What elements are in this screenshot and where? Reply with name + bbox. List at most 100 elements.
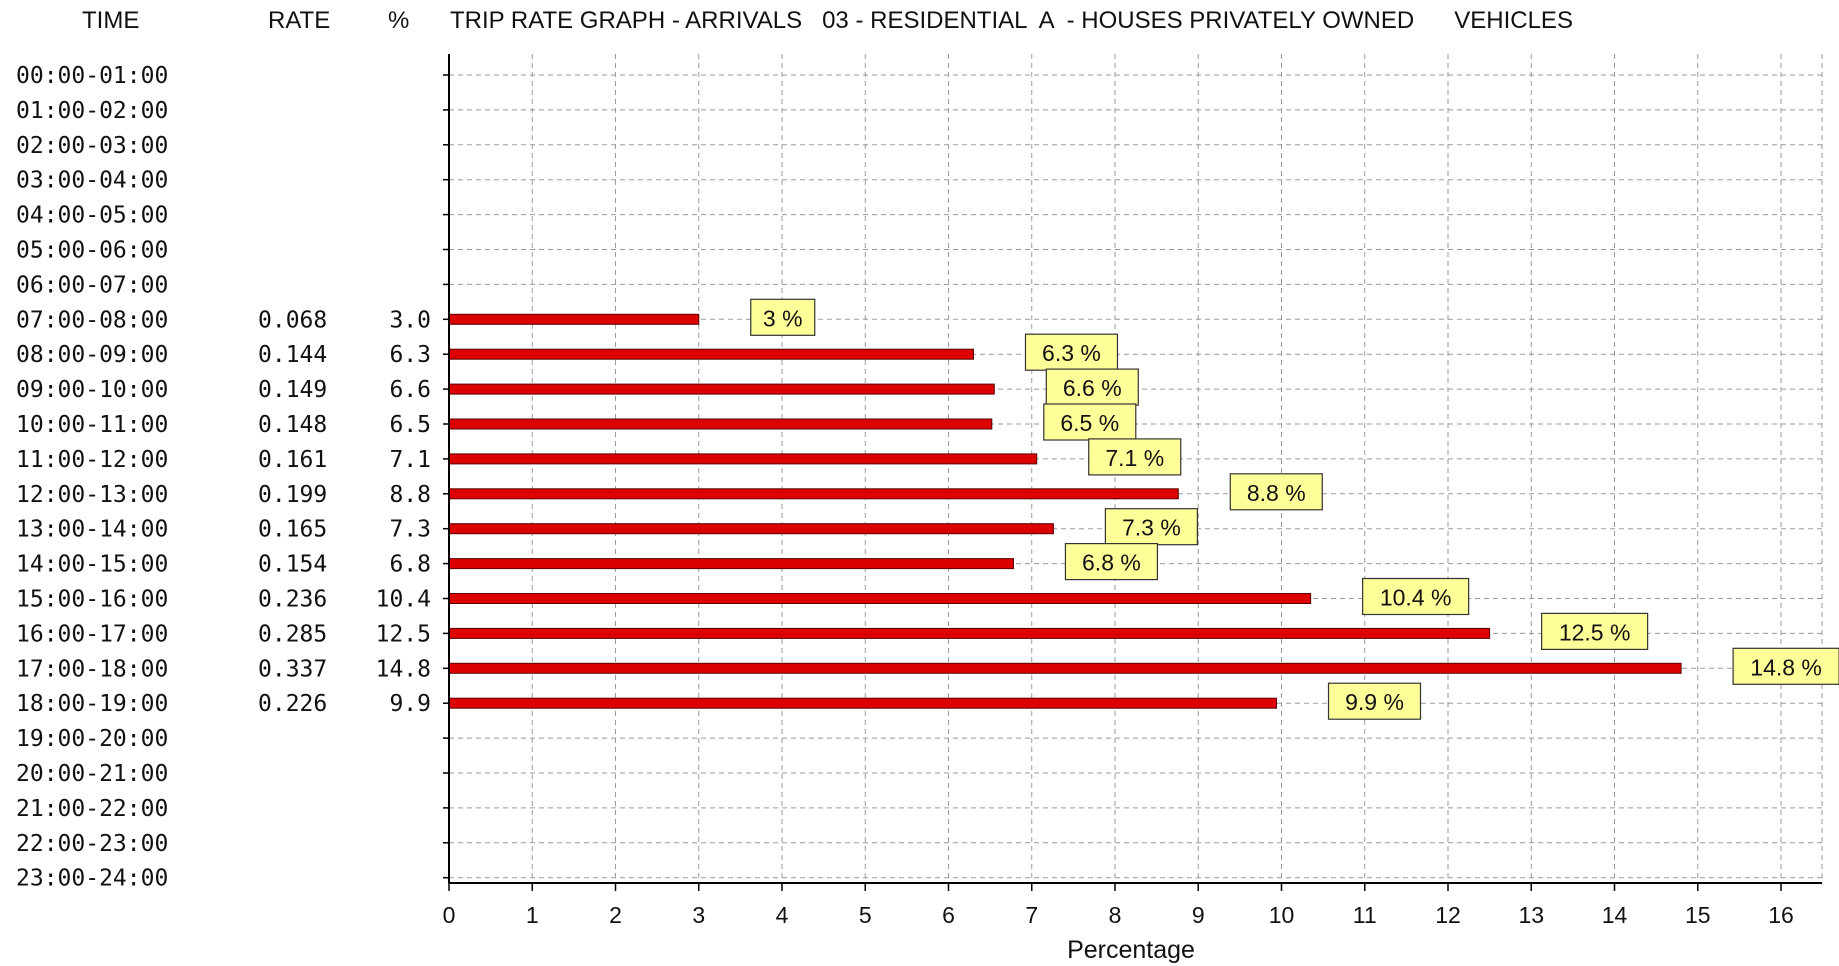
time-label: 05:00-06:00 bbox=[16, 238, 168, 264]
x-tick-label: 8 bbox=[1109, 902, 1122, 928]
rate-value: 0.068 bbox=[258, 307, 327, 333]
bar bbox=[448, 313, 700, 325]
bar bbox=[448, 383, 995, 395]
percent-value: 14.8 bbox=[376, 656, 431, 682]
rate-value: 0.199 bbox=[258, 482, 327, 508]
bar bbox=[448, 453, 1038, 465]
rate-value: 0.165 bbox=[258, 517, 327, 543]
percent-value: 12.5 bbox=[376, 621, 431, 647]
x-tick-label: 4 bbox=[776, 902, 789, 928]
axes: 0 1 2 3 4 5 6 7 8 9 10 11 12 13 14 15 16 bbox=[443, 54, 1822, 928]
percent-value: 9.9 bbox=[389, 691, 431, 717]
x-tick-label: 7 bbox=[1025, 902, 1038, 928]
x-tick-label: 0 bbox=[443, 902, 456, 928]
time-label: 07:00-08:00 bbox=[16, 307, 168, 333]
x-tick-label: 11 bbox=[1353, 902, 1377, 928]
data-label-box bbox=[1327, 682, 1422, 720]
x-tick-label: 3 bbox=[692, 902, 705, 928]
time-label: 13:00-14:00 bbox=[16, 517, 168, 543]
time-label: 01:00-02:00 bbox=[16, 98, 168, 124]
data-label: 8.8 % bbox=[1247, 480, 1306, 506]
time-label: 10:00-11:00 bbox=[16, 412, 168, 438]
bar bbox=[448, 558, 1014, 570]
data-label: 7.1 % bbox=[1105, 445, 1164, 471]
rate-value: 0.285 bbox=[258, 621, 327, 647]
time-label: 16:00-17:00 bbox=[16, 621, 168, 647]
percent-value: 7.3 bbox=[389, 517, 431, 543]
time-label: 08:00-09:00 bbox=[16, 342, 168, 368]
bar bbox=[448, 697, 1278, 709]
x-tick-label: 14 bbox=[1602, 902, 1628, 928]
data-label-box bbox=[1088, 438, 1182, 476]
data-label-box bbox=[1064, 542, 1159, 581]
time-label: 04:00-05:00 bbox=[16, 203, 168, 229]
percent-value: 8.8 bbox=[389, 482, 431, 508]
time-label: 19:00-20:00 bbox=[16, 726, 168, 752]
data-label-box bbox=[1043, 403, 1137, 441]
data-label: 6.6 % bbox=[1063, 375, 1122, 401]
x-tick-label: 6 bbox=[942, 902, 955, 928]
x-tick-label: 10 bbox=[1269, 902, 1295, 928]
percent-column-header: % bbox=[388, 7, 409, 34]
bar bbox=[448, 593, 1312, 604]
x-tick-label: 12 bbox=[1435, 902, 1461, 928]
data-labels: 3 % 6.3 % 6.6 % 6.5 % 7.1 % 8.8 % 7.3 % 6.8 % 10… bbox=[750, 298, 1839, 720]
time-label: 22:00-23:00 bbox=[16, 831, 168, 857]
chart-title: TRIP RATE GRAPH - ARRIVALS 03 - RESIDENT… bbox=[450, 7, 1573, 34]
percent-value: 10.4 bbox=[376, 587, 431, 613]
bar bbox=[448, 627, 1491, 639]
data-label-box bbox=[1229, 473, 1323, 511]
percent-value: 6.6 bbox=[389, 377, 431, 403]
time-label: 00:00-01:00 bbox=[16, 63, 168, 89]
bar bbox=[448, 348, 974, 360]
data-label: 12.5 % bbox=[1559, 619, 1631, 645]
x-tick-label: 5 bbox=[859, 902, 872, 928]
data-label: 9.9 % bbox=[1345, 689, 1404, 715]
data-label: 10.4 % bbox=[1380, 585, 1452, 611]
rate-value: 0.226 bbox=[258, 691, 327, 717]
time-label: 23:00-24:00 bbox=[16, 866, 168, 892]
percent-value: 6.3 bbox=[389, 342, 431, 368]
rate-value: 0.161 bbox=[258, 447, 327, 473]
x-tick-label: 9 bbox=[1192, 902, 1205, 928]
percent-value: 6.8 bbox=[389, 552, 431, 578]
data-label: 6.8 % bbox=[1082, 550, 1141, 576]
data-label-box bbox=[1541, 612, 1649, 651]
rate-value: 0.144 bbox=[258, 342, 327, 368]
row-labels: 00:00-01:00 01:00-02:00 02:00-03:00 03:00-0… bbox=[16, 63, 431, 892]
data-label-box bbox=[750, 298, 816, 336]
time-label: 15:00-16:00 bbox=[16, 587, 168, 613]
time-label: 06:00-07:00 bbox=[16, 272, 168, 298]
time-label: 12:00-13:00 bbox=[16, 482, 168, 508]
x-tick-label: 15 bbox=[1685, 902, 1711, 928]
data-label: 7.3 % bbox=[1122, 515, 1181, 541]
rate-value: 0.337 bbox=[258, 656, 327, 682]
percent-value: 3.0 bbox=[389, 307, 431, 333]
rate-column-header: RATE bbox=[268, 7, 330, 34]
time-label: 17:00-18:00 bbox=[16, 656, 168, 682]
rate-value: 0.149 bbox=[258, 377, 327, 403]
time-label: 21:00-22:00 bbox=[16, 796, 168, 822]
data-label-box bbox=[1045, 368, 1139, 406]
data-label-box bbox=[1024, 333, 1119, 371]
percent-value: 7.1 bbox=[389, 447, 431, 473]
data-label-box bbox=[1104, 508, 1198, 546]
bar bbox=[448, 662, 1682, 674]
time-column-header: TIME bbox=[82, 7, 139, 34]
x-tick-label: 1 bbox=[526, 902, 539, 928]
bar bbox=[448, 488, 1179, 500]
x-tick-label: 13 bbox=[1518, 902, 1544, 928]
data-label: 6.3 % bbox=[1042, 340, 1101, 366]
grid-lines bbox=[449, 54, 1823, 883]
time-label: 14:00-15:00 bbox=[16, 552, 168, 578]
rate-value: 0.236 bbox=[258, 587, 327, 613]
percent-value: 6.5 bbox=[389, 412, 431, 438]
time-label: 03:00-04:00 bbox=[16, 168, 168, 194]
x-tick-label: 2 bbox=[609, 902, 622, 928]
time-label: 20:00-21:00 bbox=[16, 761, 168, 787]
data-label: 3 % bbox=[763, 305, 803, 331]
time-label: 11:00-12:00 bbox=[16, 447, 168, 473]
bar bbox=[448, 418, 993, 430]
x-axis-label: Percentage bbox=[1067, 936, 1195, 964]
